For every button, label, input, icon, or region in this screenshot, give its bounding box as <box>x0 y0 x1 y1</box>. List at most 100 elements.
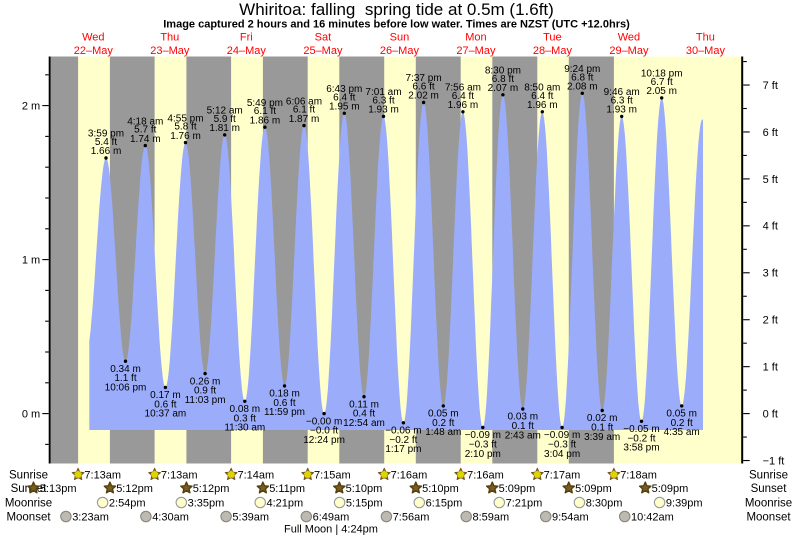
svg-text:11:59 pm: 11:59 pm <box>264 407 305 418</box>
svg-text:Moonrise: Moonrise <box>5 498 52 510</box>
svg-text:5:15pm: 5:15pm <box>346 497 383 509</box>
svg-text:4:30am: 4:30am <box>152 511 189 523</box>
svg-text:12:24 pm: 12:24 pm <box>303 435 345 446</box>
svg-text:9:24 pm: 9:24 pm <box>564 64 600 75</box>
svg-text:5:09pm: 5:09pm <box>652 483 689 495</box>
svg-text:6 ft: 6 ft <box>763 127 778 139</box>
svg-text:3:04 pm: 3:04 pm <box>544 449 580 460</box>
svg-text:7:14am: 7:14am <box>238 469 275 481</box>
svg-text:6.1 ft: 6.1 ft <box>293 105 315 116</box>
svg-text:7:37 pm: 7:37 pm <box>406 73 442 84</box>
svg-text:7:17am: 7:17am <box>544 469 581 481</box>
svg-text:7:15am: 7:15am <box>314 469 351 481</box>
svg-text:7:56am: 7:56am <box>393 511 430 523</box>
svg-text:4:35 am: 4:35 am <box>664 427 700 438</box>
svg-text:2:10 pm: 2:10 pm <box>465 449 501 460</box>
svg-text:0.05 m: 0.05 m <box>428 409 459 420</box>
svg-text:0.08 m: 0.08 m <box>230 404 261 415</box>
svg-text:Full Moon | 4:24pm: Full Moon | 4:24pm <box>284 524 378 536</box>
svg-text:Wed: Wed <box>82 32 104 44</box>
svg-text:7:56 am: 7:56 am <box>445 83 481 94</box>
svg-text:6.1 ft: 6.1 ft <box>254 106 276 117</box>
svg-text:4 ft: 4 ft <box>763 221 778 233</box>
svg-text:Image captured 2 hours and 16: Image captured 2 hours and 16 minutes be… <box>163 19 630 31</box>
svg-text:Tue: Tue <box>543 32 562 44</box>
svg-text:Moonrise: Moonrise <box>745 498 792 510</box>
svg-text:0.6 ft: 0.6 ft <box>154 399 176 410</box>
svg-text:2.08 m: 2.08 m <box>567 82 598 93</box>
svg-text:8:50 am: 8:50 am <box>524 83 560 94</box>
svg-text:3 ft: 3 ft <box>763 268 778 280</box>
svg-text:9:54am: 9:54am <box>552 511 589 523</box>
svg-text:1.96 m: 1.96 m <box>448 100 479 111</box>
svg-text:2 ft: 2 ft <box>763 315 778 327</box>
svg-text:11:03 pm: 11:03 pm <box>185 395 226 406</box>
svg-text:7 ft: 7 ft <box>763 80 778 92</box>
svg-text:1:17 pm: 1:17 pm <box>385 444 421 455</box>
svg-text:24–May: 24–May <box>227 45 267 57</box>
svg-text:1.86 m: 1.86 m <box>250 115 281 126</box>
svg-text:6.4 ft: 6.4 ft <box>333 92 355 103</box>
svg-text:Sunrise: Sunrise <box>9 470 48 482</box>
svg-text:Moonset: Moonset <box>6 512 51 524</box>
svg-text:1 m: 1 m <box>22 255 40 267</box>
svg-text:29–May: 29–May <box>609 45 649 57</box>
svg-text:−0.05 m: −0.05 m <box>623 424 659 435</box>
svg-text:Fri: Fri <box>240 32 253 44</box>
svg-text:3:59 pm: 3:59 pm <box>88 129 124 140</box>
svg-text:5.7 ft: 5.7 ft <box>134 125 156 136</box>
svg-text:5:09pm: 5:09pm <box>499 483 536 495</box>
svg-text:3:35pm: 3:35pm <box>188 497 225 509</box>
svg-text:1.81 m: 1.81 m <box>209 123 240 134</box>
svg-text:1.93 m: 1.93 m <box>368 105 399 116</box>
svg-text:5 ft: 5 ft <box>763 174 778 186</box>
svg-text:6:49am: 6:49am <box>313 511 350 523</box>
svg-text:5.4 ft: 5.4 ft <box>95 137 117 148</box>
svg-text:1.93 m: 1.93 m <box>606 105 637 116</box>
svg-text:0.2 ft: 0.2 ft <box>432 418 454 429</box>
svg-text:30–May: 30–May <box>686 45 726 57</box>
svg-text:22–May: 22–May <box>74 45 114 57</box>
svg-text:6:43 pm: 6:43 pm <box>326 84 362 95</box>
svg-text:6.3 ft: 6.3 ft <box>372 95 394 106</box>
svg-text:5:12pm: 5:12pm <box>193 483 230 495</box>
svg-text:5:09pm: 5:09pm <box>575 483 612 495</box>
svg-text:0 m: 0 m <box>22 409 40 421</box>
svg-text:−0.3 ft: −0.3 ft <box>469 440 497 451</box>
svg-text:−0.09 m: −0.09 m <box>544 430 580 441</box>
svg-text:3:58 pm: 3:58 pm <box>623 443 659 454</box>
svg-text:2 m: 2 m <box>22 101 40 113</box>
svg-text:5.9 ft: 5.9 ft <box>214 114 236 125</box>
svg-text:7:01 am: 7:01 am <box>365 87 401 98</box>
svg-text:9:39pm: 9:39pm <box>666 497 703 509</box>
svg-text:Sunrise: Sunrise <box>749 470 788 482</box>
svg-text:5:12pm: 5:12pm <box>116 483 153 495</box>
svg-text:0.05 m: 0.05 m <box>666 409 697 420</box>
svg-text:26–May: 26–May <box>380 45 420 57</box>
svg-text:0.03 m: 0.03 m <box>508 412 539 423</box>
svg-text:1.76 m: 1.76 m <box>170 131 201 142</box>
svg-text:1.95 m: 1.95 m <box>329 102 360 113</box>
svg-text:11:30 am: 11:30 am <box>224 423 265 434</box>
svg-text:Thu: Thu <box>160 32 179 44</box>
svg-text:7:16am: 7:16am <box>467 469 504 481</box>
svg-text:0.18 m: 0.18 m <box>269 389 300 400</box>
svg-text:6:06 am: 6:06 am <box>286 96 322 107</box>
svg-text:6.7 ft: 6.7 ft <box>651 77 673 88</box>
svg-text:6.4 ft: 6.4 ft <box>452 91 474 102</box>
svg-text:8:30 pm: 8:30 pm <box>485 66 521 77</box>
svg-text:10:37 am: 10:37 am <box>145 409 187 420</box>
svg-text:7:18am: 7:18am <box>620 469 657 481</box>
svg-text:5:39am: 5:39am <box>232 511 269 523</box>
svg-text:2:43 am: 2:43 am <box>505 430 541 441</box>
svg-text:0.11 m: 0.11 m <box>349 399 379 410</box>
svg-text:6.4 ft: 6.4 ft <box>531 91 553 102</box>
svg-text:Thu: Thu <box>696 32 715 44</box>
svg-text:5:11pm: 5:11pm <box>269 483 305 495</box>
svg-text:−0.06 m: −0.06 m <box>385 426 421 437</box>
svg-text:6.8 ft: 6.8 ft <box>492 74 514 85</box>
svg-text:1.96 m: 1.96 m <box>527 100 558 111</box>
svg-text:−0.3 ft: −0.3 ft <box>548 440 576 451</box>
svg-text:7:13am: 7:13am <box>161 469 198 481</box>
svg-text:5:10pm: 5:10pm <box>422 483 459 495</box>
